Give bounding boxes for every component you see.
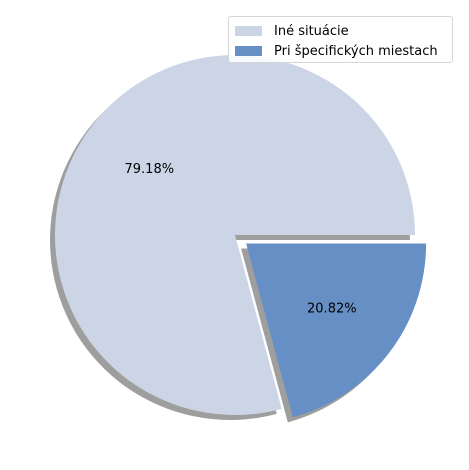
legend-label: Iné situácie: [274, 24, 349, 39]
legend-swatch: [235, 46, 262, 56]
legend-swatch: [235, 26, 262, 36]
slice-percentage-label: 20.82%: [307, 302, 357, 317]
legend-item: Pri špecifických miestach: [235, 41, 446, 61]
legend-item: Iné situácie: [235, 21, 446, 41]
legend-label: Pri špecifických miestach: [274, 44, 438, 59]
legend: Iné situácie Pri špecifických miestach: [228, 16, 453, 63]
slice-percentage-label: 79.18%: [125, 162, 175, 177]
